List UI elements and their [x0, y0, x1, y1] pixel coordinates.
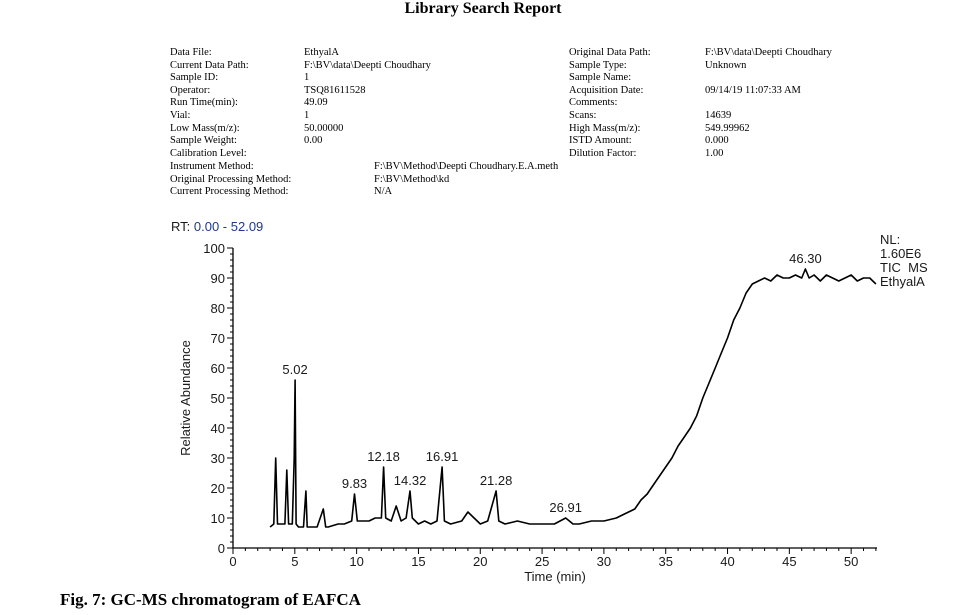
metadata-label: Operator:	[170, 84, 211, 96]
y-tick-label: 60	[211, 361, 225, 376]
y-tick-label: 0	[218, 541, 225, 556]
y-tick-label: 10	[211, 511, 225, 526]
metadata-value: F:\BV\data\Deepti Choudhary	[304, 59, 431, 71]
metadata-value: 50.00000	[304, 122, 344, 134]
metadata-value: F:\BV\data\Deepti Choudhary	[705, 47, 832, 58]
x-tick-label: 25	[535, 554, 549, 569]
metadata-value: TSQ81611528	[304, 84, 366, 96]
y-tick-label: 30	[211, 451, 225, 466]
nl-label: NL:	[880, 232, 900, 247]
metadata-value: 1.00	[705, 147, 724, 159]
x-tick-label: 15	[411, 554, 425, 569]
metadata-label: Sample ID:	[170, 72, 219, 84]
chart-axes: 0 10 20 30 40 50 60 70 80 90 100 0 5 10 15 20 25 30 35 40 45…	[203, 241, 877, 569]
metadata-label: Sample Name:	[569, 72, 632, 84]
method-labels: Instrument Method: Original Processing M…	[170, 161, 291, 199]
metadata-value: 14639	[705, 109, 732, 121]
metadata-value: 09/14/19 11:07:33 AM	[705, 84, 801, 96]
chart-trace	[269, 268, 877, 528]
metadata-label: Current Processing Method:	[170, 186, 289, 198]
peak-label: 9.83	[342, 476, 367, 491]
figure-caption: Fig. 7: GC-MS chromatogram of EAFCA	[60, 590, 361, 609]
peak-label: 12.18	[367, 449, 400, 464]
metadata-label: Data File:	[170, 47, 212, 58]
rt-range: RT: 0.00 - 52.09	[171, 219, 263, 234]
metadata-value: N/A	[374, 186, 393, 198]
metadata-left-labels: Data File: Current Data Path: Sample ID:…	[170, 47, 249, 160]
metadata-label: Sample Weight:	[170, 135, 237, 147]
metadata-label: Comments:	[569, 97, 618, 109]
metadata-right-labels: Original Data Path: Sample Type: Sample …	[569, 47, 651, 160]
peak-label: 46.30	[789, 251, 822, 266]
metadata-left-values: EthyalA F:\BV\data\Deepti Choudhary 1 TS…	[304, 47, 431, 160]
x-tick-label: 5	[291, 554, 298, 569]
trace-type: TIC MS	[880, 260, 928, 275]
metadata-label: Sample Type:	[569, 59, 627, 71]
metadata-label: Acquisition Date:	[569, 84, 644, 96]
y-tick-label: 100	[203, 241, 225, 256]
y-tick-label: 80	[211, 301, 225, 316]
metadata-value: F:\BV\Method\kd	[374, 173, 450, 185]
x-tick-label: 40	[720, 554, 734, 569]
rt-range-value: 0.00 - 52.09	[193, 219, 264, 234]
metadata-value: 0.000	[705, 135, 729, 147]
x-tick-label: 30	[597, 554, 611, 569]
metadata-value: 49.09	[304, 97, 328, 109]
y-tick-label: 20	[211, 481, 225, 496]
y-tick-label: 70	[211, 331, 225, 346]
method-values: F:\BV\Method\Deepti Choudhary.E.A.meth F…	[374, 161, 558, 199]
metadata-value: 0.00	[304, 135, 323, 147]
x-tick-label: 10	[349, 554, 363, 569]
metadata-value: EthyalA	[304, 47, 339, 58]
x-tick-label: 45	[782, 554, 796, 569]
metadata-value: Unknown	[705, 59, 747, 71]
trace-file: EthyalA	[880, 274, 925, 289]
metadata-label: Original Data Path:	[569, 47, 651, 58]
peak-label: 14.32	[394, 473, 427, 488]
metadata-label: Vial:	[170, 109, 191, 121]
metadata-value: F:\BV\Method\Deepti Choudhary.E.A.meth	[374, 161, 559, 172]
metadata-label: Instrument Method:	[170, 161, 254, 172]
metadata-label: ISTD Amount:	[569, 135, 632, 147]
report-title: Library Search Report	[404, 0, 562, 17]
peak-label: 26.91	[549, 500, 582, 515]
x-axis-label: Time (min)	[524, 569, 586, 584]
y-axis-label: Relative Abundance	[178, 340, 193, 456]
rt-label: RT:	[171, 219, 191, 234]
metadata-label: Run Time(min):	[170, 97, 238, 109]
metadata-label: Original Processing Method:	[170, 173, 292, 185]
metadata-label: Dilution Factor:	[569, 147, 637, 159]
y-tick-label: 50	[211, 391, 225, 406]
tic-trace	[269, 268, 877, 528]
metadata-label: Scans:	[569, 109, 597, 121]
peak-label: 16.91	[426, 449, 459, 464]
x-tick-label: 0	[229, 554, 236, 569]
metadata-value: 1	[304, 109, 310, 121]
y-tick-label: 90	[211, 271, 225, 286]
x-tick-label: 50	[844, 554, 858, 569]
x-tick-label: 20	[473, 554, 487, 569]
metadata-right-values: F:\BV\data\Deepti Choudhary Unknown 09/1…	[705, 47, 832, 160]
nl-value: 1.60E6	[880, 246, 921, 261]
metadata-label: Current Data Path:	[170, 59, 249, 71]
peak-label: 21.28	[480, 473, 513, 488]
peak-label: 5.02	[282, 362, 307, 377]
metadata-value: 1	[304, 72, 310, 84]
x-tick-label: 35	[658, 554, 672, 569]
metadata-label: Low Mass(m/z):	[170, 122, 240, 134]
y-tick-label: 40	[211, 421, 225, 436]
metadata-label: High Mass(m/z):	[569, 122, 641, 134]
metadata-label: Calibration Level:	[170, 147, 247, 159]
metadata-value: 549.99962	[705, 122, 750, 134]
